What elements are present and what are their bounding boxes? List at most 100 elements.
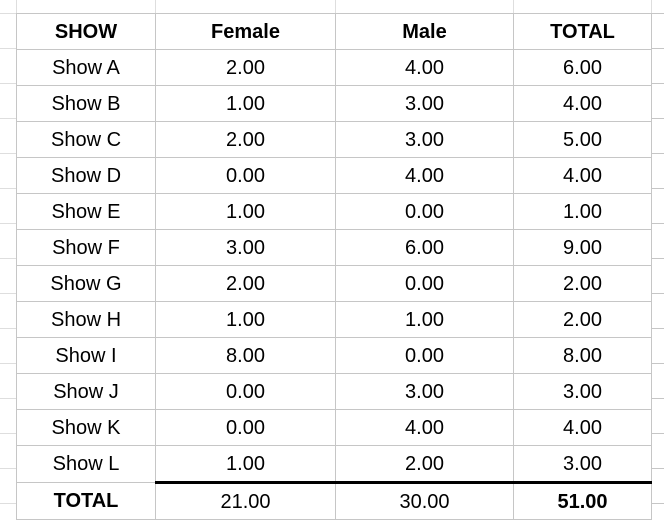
cell-total-label[interactable]: TOTAL	[16, 482, 156, 520]
cell-label-r1[interactable]: Show A	[16, 49, 156, 86]
cell-total-r4[interactable]: 4.00	[513, 157, 652, 194]
cell-male-r9[interactable]: 0.00	[335, 337, 514, 374]
gridline	[155, 0, 156, 13]
cell-total-r12[interactable]: 3.00	[513, 445, 652, 483]
cell-female-r10[interactable]: 0.00	[155, 373, 336, 410]
cell-label-r8[interactable]: Show H	[16, 301, 156, 338]
table-row: Show D 0.00 4.00 4.00	[16, 157, 652, 194]
gridline	[0, 468, 16, 469]
gridline	[0, 503, 16, 504]
gridline	[651, 258, 664, 259]
cell-male-r8[interactable]: 1.00	[335, 301, 514, 338]
table-row: Show E 1.00 0.00 1.00	[16, 193, 652, 230]
gridline	[651, 398, 664, 399]
cell-label-r9[interactable]: Show I	[16, 337, 156, 374]
cell-male-r1[interactable]: 4.00	[335, 49, 514, 86]
gridline	[0, 328, 16, 329]
cell-grand-total[interactable]: 51.00	[513, 481, 652, 520]
cell-total-r8[interactable]: 2.00	[513, 301, 652, 338]
gridline	[0, 258, 16, 259]
table-row: Show J 0.00 3.00 3.00	[16, 373, 652, 410]
cell-total-r5[interactable]: 1.00	[513, 193, 652, 230]
gridline	[0, 363, 16, 364]
cell-label-r10[interactable]: Show J	[16, 373, 156, 410]
cell-female-r7[interactable]: 2.00	[155, 265, 336, 302]
header-cell-show[interactable]: SHOW	[16, 13, 156, 50]
cell-total-r1[interactable]: 6.00	[513, 49, 652, 86]
cell-female-r8[interactable]: 1.00	[155, 301, 336, 338]
gridline	[0, 293, 16, 294]
table-row: Show L 1.00 2.00 3.00	[16, 445, 652, 483]
gridline	[651, 468, 664, 469]
gridline	[651, 503, 664, 504]
table-row: Show K 0.00 4.00 4.00	[16, 409, 652, 446]
cell-male-r10[interactable]: 3.00	[335, 373, 514, 410]
cell-male-r4[interactable]: 4.00	[335, 157, 514, 194]
cell-label-r5[interactable]: Show E	[16, 193, 156, 230]
cell-total-r11[interactable]: 4.00	[513, 409, 652, 446]
table-row: Show C 2.00 3.00 5.00	[16, 121, 652, 158]
cell-label-r12[interactable]: Show L	[16, 445, 156, 483]
cell-total-r3[interactable]: 5.00	[513, 121, 652, 158]
table-row: Show I 8.00 0.00 8.00	[16, 337, 652, 374]
cell-male-r3[interactable]: 3.00	[335, 121, 514, 158]
gridline	[0, 188, 16, 189]
header-row: SHOW Female Male TOTAL	[16, 13, 652, 50]
cell-label-r7[interactable]: Show G	[16, 265, 156, 302]
cell-label-r2[interactable]: Show B	[16, 85, 156, 122]
gridline	[651, 328, 664, 329]
show-attendance-table: SHOW Female Male TOTAL Show A 2.00 4.00 6.0…	[16, 13, 652, 520]
cell-male-r12[interactable]: 2.00	[335, 445, 514, 483]
cell-label-r11[interactable]: Show K	[16, 409, 156, 446]
gridline	[651, 13, 664, 14]
total-row: TOTAL 21.00 30.00 51.00	[16, 481, 652, 520]
cell-female-r4[interactable]: 0.00	[155, 157, 336, 194]
cell-female-r1[interactable]: 2.00	[155, 49, 336, 86]
cell-male-r11[interactable]: 4.00	[335, 409, 514, 446]
gridline	[651, 293, 664, 294]
gridline	[0, 118, 16, 119]
cell-total-r2[interactable]: 4.00	[513, 85, 652, 122]
gridline	[651, 363, 664, 364]
cell-total-r10[interactable]: 3.00	[513, 373, 652, 410]
cell-female-r6[interactable]: 3.00	[155, 229, 336, 266]
cell-total-r7[interactable]: 2.00	[513, 265, 652, 302]
cell-female-r11[interactable]: 0.00	[155, 409, 336, 446]
cell-male-r6[interactable]: 6.00	[335, 229, 514, 266]
cell-female-r9[interactable]: 8.00	[155, 337, 336, 374]
cell-male-r2[interactable]: 3.00	[335, 85, 514, 122]
table-row: Show A 2.00 4.00 6.00	[16, 49, 652, 86]
header-cell-total[interactable]: TOTAL	[513, 13, 652, 50]
gridline	[0, 48, 16, 49]
gridline	[651, 0, 652, 13]
cell-total-male[interactable]: 30.00	[335, 481, 514, 520]
cell-total-female[interactable]: 21.00	[155, 481, 336, 520]
table-row: Show B 1.00 3.00 4.00	[16, 85, 652, 122]
table-row: Show F 3.00 6.00 9.00	[16, 229, 652, 266]
cell-male-r5[interactable]: 0.00	[335, 193, 514, 230]
gridline	[0, 433, 16, 434]
header-cell-male[interactable]: Male	[335, 13, 514, 50]
gridline	[651, 223, 664, 224]
cell-female-r12[interactable]: 1.00	[155, 445, 336, 483]
header-cell-female[interactable]: Female	[155, 13, 336, 50]
gridline	[651, 188, 664, 189]
gridline	[0, 13, 16, 14]
cell-female-r2[interactable]: 1.00	[155, 85, 336, 122]
gridline	[651, 153, 664, 154]
cell-total-r9[interactable]: 8.00	[513, 337, 652, 374]
cell-label-r6[interactable]: Show F	[16, 229, 156, 266]
table-row: Show H 1.00 1.00 2.00	[16, 301, 652, 338]
gridline	[651, 433, 664, 434]
gridline	[335, 0, 336, 13]
cell-total-r6[interactable]: 9.00	[513, 229, 652, 266]
gridline	[651, 118, 664, 119]
cell-male-r7[interactable]: 0.00	[335, 265, 514, 302]
cell-female-r3[interactable]: 2.00	[155, 121, 336, 158]
cell-label-r3[interactable]: Show C	[16, 121, 156, 158]
cell-label-r4[interactable]: Show D	[16, 157, 156, 194]
gridline	[0, 83, 16, 84]
gridline	[651, 48, 664, 49]
cell-female-r5[interactable]: 1.00	[155, 193, 336, 230]
